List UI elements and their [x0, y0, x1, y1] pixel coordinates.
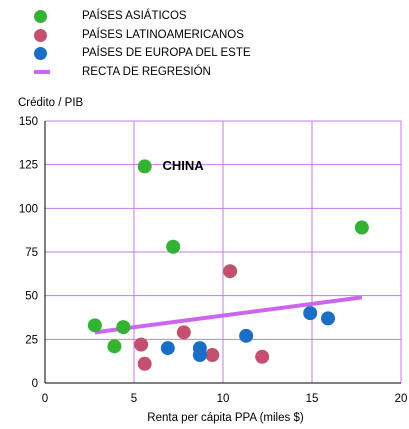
- x-tick-label: 15: [306, 393, 319, 405]
- data-point: [166, 239, 181, 254]
- legend-label-eastern-europe: PAÍSES DE EUROPA DEL ESTE: [82, 47, 251, 59]
- data-point: [303, 306, 318, 321]
- legend-marker-regression: [34, 70, 50, 74]
- annotation-china: CHINA: [162, 158, 204, 173]
- chart-legend: PAÍSES ASIÁTICOS PAÍSES LATINOAMERICANOS…: [0, 0, 409, 90]
- y-tick-label: 100: [19, 203, 38, 215]
- y-tick-label: 125: [19, 160, 38, 172]
- y-axis-label: Crédito / PIB: [18, 97, 84, 109]
- legend-label-regression: RECTA DE REGRESIÓN: [82, 66, 211, 78]
- data-point: [239, 328, 254, 343]
- x-tick-label: 0: [42, 393, 48, 405]
- data-point: [116, 320, 131, 335]
- x-tick-label: 5: [131, 393, 137, 405]
- data-point: [223, 264, 238, 279]
- data-point: [137, 159, 152, 174]
- y-tick-label: 50: [25, 291, 38, 303]
- data-point: [134, 337, 149, 352]
- y-tick-label: 75: [25, 247, 38, 259]
- data-point: [205, 348, 220, 363]
- data-point: [137, 356, 152, 371]
- y-tick-label: 150: [19, 116, 38, 128]
- data-point: [192, 341, 207, 356]
- legend-marker-asian: [34, 10, 47, 23]
- regression-line: [94, 295, 363, 335]
- legend-marker-latin: [34, 29, 47, 42]
- data-point: [107, 339, 122, 354]
- y-tick-label: 25: [25, 334, 38, 346]
- data-point: [160, 341, 175, 356]
- x-axis-label: Renta per cápita PPA (miles $): [147, 412, 304, 424]
- data-point: [87, 318, 102, 333]
- legend-marker-eastern-europe: [34, 47, 47, 60]
- x-tick-label: 20: [395, 393, 408, 405]
- y-tick-label: 0: [32, 378, 38, 390]
- x-tick-label: 10: [217, 393, 230, 405]
- legend-label-latin: PAÍSES LATINOAMERICANOS: [82, 29, 244, 41]
- legend-label-asian: PAÍSES ASIÁTICOS: [82, 10, 187, 22]
- data-point: [321, 311, 336, 326]
- data-point: [255, 349, 270, 364]
- data-point: [176, 325, 191, 340]
- data-point: [354, 220, 369, 235]
